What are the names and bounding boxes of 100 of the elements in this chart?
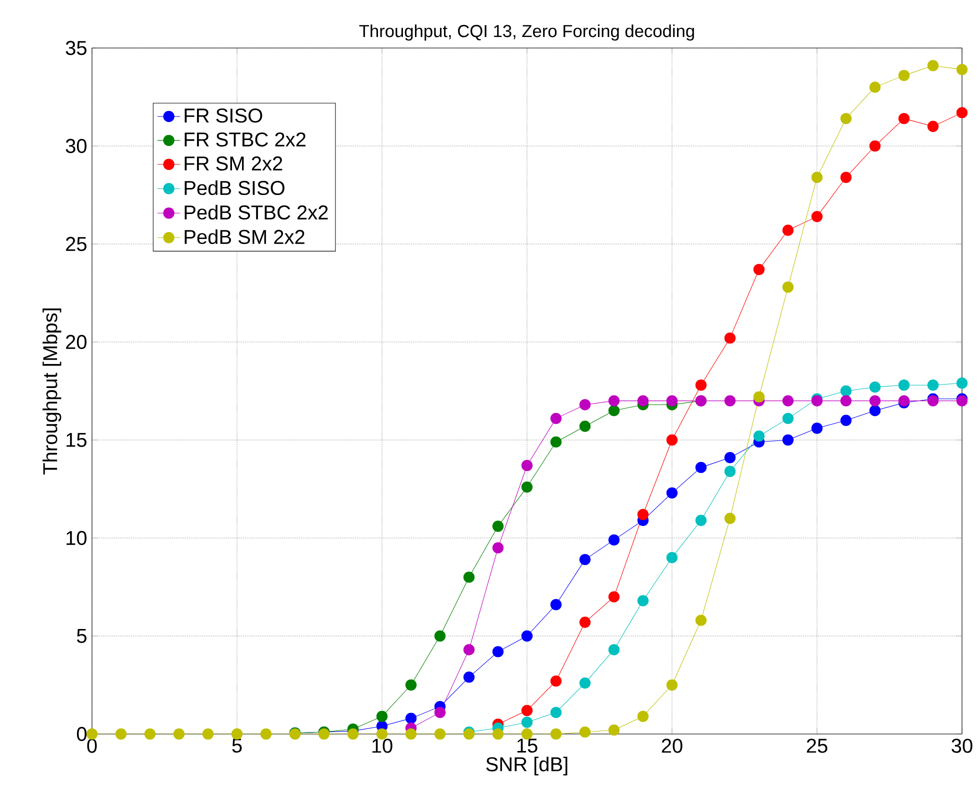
point <box>521 460 533 472</box>
y-tick-label: 15 <box>66 433 86 447</box>
x-tick-label: 20 <box>662 738 682 753</box>
point <box>840 395 852 406</box>
point <box>695 514 707 526</box>
point <box>666 679 678 691</box>
point <box>956 378 968 389</box>
point <box>898 70 910 82</box>
point <box>956 107 968 118</box>
point <box>782 224 794 236</box>
point <box>724 332 736 344</box>
point <box>753 391 765 402</box>
point <box>492 728 504 740</box>
point <box>173 728 185 740</box>
legend-label: FR STBC 2x2 <box>184 132 306 147</box>
point <box>898 112 910 124</box>
point <box>695 614 707 626</box>
point <box>666 487 678 499</box>
point <box>434 706 446 718</box>
point <box>724 395 736 406</box>
point <box>521 716 533 728</box>
point <box>608 591 620 602</box>
point <box>724 512 736 524</box>
y-tick-label: 35 <box>66 40 86 56</box>
point <box>347 728 359 740</box>
point <box>492 520 504 532</box>
y-tick-label: 0 <box>76 726 86 742</box>
x-axis-title: SNR [dB] <box>486 756 568 776</box>
x-tick-label: 0 <box>87 738 97 753</box>
x-tick-label: 15 <box>517 738 538 753</box>
point <box>927 60 939 72</box>
point <box>492 542 504 554</box>
point <box>405 712 417 724</box>
point <box>666 434 678 446</box>
point <box>782 412 794 424</box>
point <box>753 264 765 276</box>
point <box>898 380 910 391</box>
point <box>637 508 649 520</box>
x-tick-label: 30 <box>952 738 972 753</box>
point <box>579 399 591 410</box>
point <box>637 710 649 722</box>
point <box>579 616 591 628</box>
point <box>608 404 620 416</box>
point <box>144 728 156 740</box>
point <box>927 380 939 391</box>
point <box>492 646 504 658</box>
point <box>550 706 562 718</box>
point <box>550 728 562 740</box>
point <box>376 710 388 722</box>
y-tick-label: 25 <box>66 236 86 252</box>
point <box>521 630 533 642</box>
point <box>463 572 475 583</box>
point <box>695 380 707 391</box>
point <box>608 724 620 736</box>
point <box>695 462 707 474</box>
point <box>579 420 591 432</box>
point <box>840 172 852 183</box>
y-tick-label: 30 <box>66 138 86 154</box>
legend-label: FR SM 2x2 <box>184 156 282 171</box>
point <box>927 120 939 132</box>
chart-title: Throughput, CQI 13, Zero Forcing decoding <box>359 24 694 41</box>
point <box>782 434 794 446</box>
x-tick-label: 25 <box>806 738 828 753</box>
point <box>724 466 736 477</box>
point <box>840 414 852 426</box>
point <box>579 554 591 566</box>
point <box>637 595 649 606</box>
point <box>405 679 417 691</box>
point <box>550 599 562 610</box>
legend-label: PedB STBC 2x2 <box>184 204 328 220</box>
point <box>666 395 678 406</box>
legend-label: PedB SISO <box>184 180 284 196</box>
legend-label: FR SISO <box>184 108 262 123</box>
point <box>782 282 794 293</box>
point <box>521 704 533 716</box>
point <box>869 82 881 93</box>
point <box>579 726 591 738</box>
x-tick-label: 10 <box>372 738 392 753</box>
point <box>434 728 446 740</box>
point <box>724 452 736 464</box>
point <box>463 672 475 683</box>
point <box>811 172 823 183</box>
point <box>666 552 678 564</box>
point <box>608 534 620 546</box>
point <box>956 64 968 76</box>
point <box>115 728 127 740</box>
point <box>869 395 881 406</box>
point <box>753 430 765 442</box>
point <box>869 140 881 152</box>
point <box>869 404 881 416</box>
point <box>521 481 533 493</box>
point <box>260 728 272 740</box>
point <box>840 385 852 397</box>
point <box>608 644 620 656</box>
point <box>550 675 562 687</box>
point <box>434 630 446 642</box>
point <box>463 644 475 656</box>
point <box>840 112 852 124</box>
y-tick-label: 5 <box>76 629 86 643</box>
point <box>782 395 794 406</box>
